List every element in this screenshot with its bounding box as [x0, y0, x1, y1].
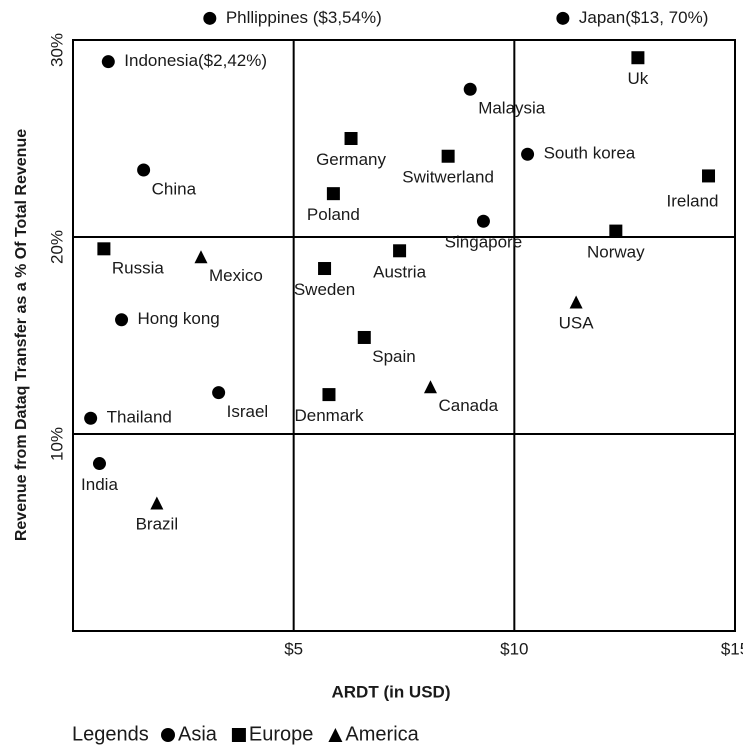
legend-label: America: [345, 723, 419, 745]
point: [357, 330, 371, 344]
point-label: Austria: [373, 262, 426, 281]
point-label: Russia: [112, 258, 165, 277]
y-axis-title: Revenue from Dataq Transfer as a % Of To…: [13, 129, 30, 541]
point: [463, 82, 477, 96]
point: [569, 295, 583, 309]
point-label: Ireland: [667, 191, 719, 210]
point-label: Norway: [587, 243, 645, 262]
y-tick-label: 20%: [47, 230, 66, 264]
point: [97, 242, 111, 256]
point-label: Uk: [628, 69, 649, 88]
point-label: Hong kong: [138, 309, 220, 328]
x-axis-title: ARDT (in USD): [332, 682, 451, 701]
point-label: Singapore: [445, 233, 523, 252]
x-tick-label: $15: [721, 639, 743, 658]
y-tick-label: 30%: [47, 33, 66, 67]
point: [318, 262, 332, 276]
point: [137, 163, 151, 177]
point-label: Japan($13, 70%): [579, 8, 708, 27]
point: [521, 147, 535, 161]
point: [631, 51, 645, 65]
point: [476, 214, 490, 228]
point-label: India: [81, 475, 118, 494]
point-label: Canada: [438, 396, 498, 415]
point-label: USA: [559, 313, 595, 332]
point-label: Sweden: [294, 280, 355, 299]
point: [344, 132, 358, 145]
point: [326, 187, 340, 201]
point: [92, 457, 106, 471]
point: [115, 313, 129, 327]
point: [609, 224, 623, 238]
point-label: South korea: [544, 144, 636, 163]
point: [393, 244, 407, 258]
point-label: Denmark: [294, 406, 363, 425]
point: [441, 149, 455, 163]
point: [231, 728, 246, 742]
point-label: Poland: [307, 205, 360, 224]
point: [328, 728, 343, 742]
point-label: Indonesia($2,42%): [124, 51, 267, 70]
point-label: Brazil: [136, 514, 179, 533]
point-label: Germany: [316, 150, 386, 169]
point-label: China: [152, 180, 197, 199]
point: [84, 411, 98, 425]
point: [203, 11, 217, 25]
x-tick-label: $5: [284, 639, 303, 658]
point: [423, 380, 437, 394]
y-tick-label: 10%: [47, 427, 66, 461]
legend-title: Legends: [72, 723, 149, 745]
point-label: Thailand: [107, 408, 172, 427]
point: [194, 250, 208, 264]
point: [150, 496, 164, 510]
point-label: Phllippines ($3,54%): [226, 8, 382, 27]
point-label: Switwerland: [402, 168, 494, 187]
legend-label: Europe: [249, 723, 314, 745]
point: [161, 728, 175, 742]
point-label: Spain: [372, 347, 415, 366]
point-label: Malaysia: [478, 99, 546, 118]
plot-frame: [72, 39, 736, 632]
point-label: Mexico: [209, 266, 263, 285]
x-tick-label: $10: [500, 639, 528, 658]
point: [101, 55, 115, 69]
point: [702, 169, 716, 183]
point-label: Israel: [227, 402, 269, 421]
point: [556, 11, 570, 25]
point: [322, 388, 336, 402]
point: [212, 386, 226, 400]
legend-label: Asia: [178, 723, 218, 745]
